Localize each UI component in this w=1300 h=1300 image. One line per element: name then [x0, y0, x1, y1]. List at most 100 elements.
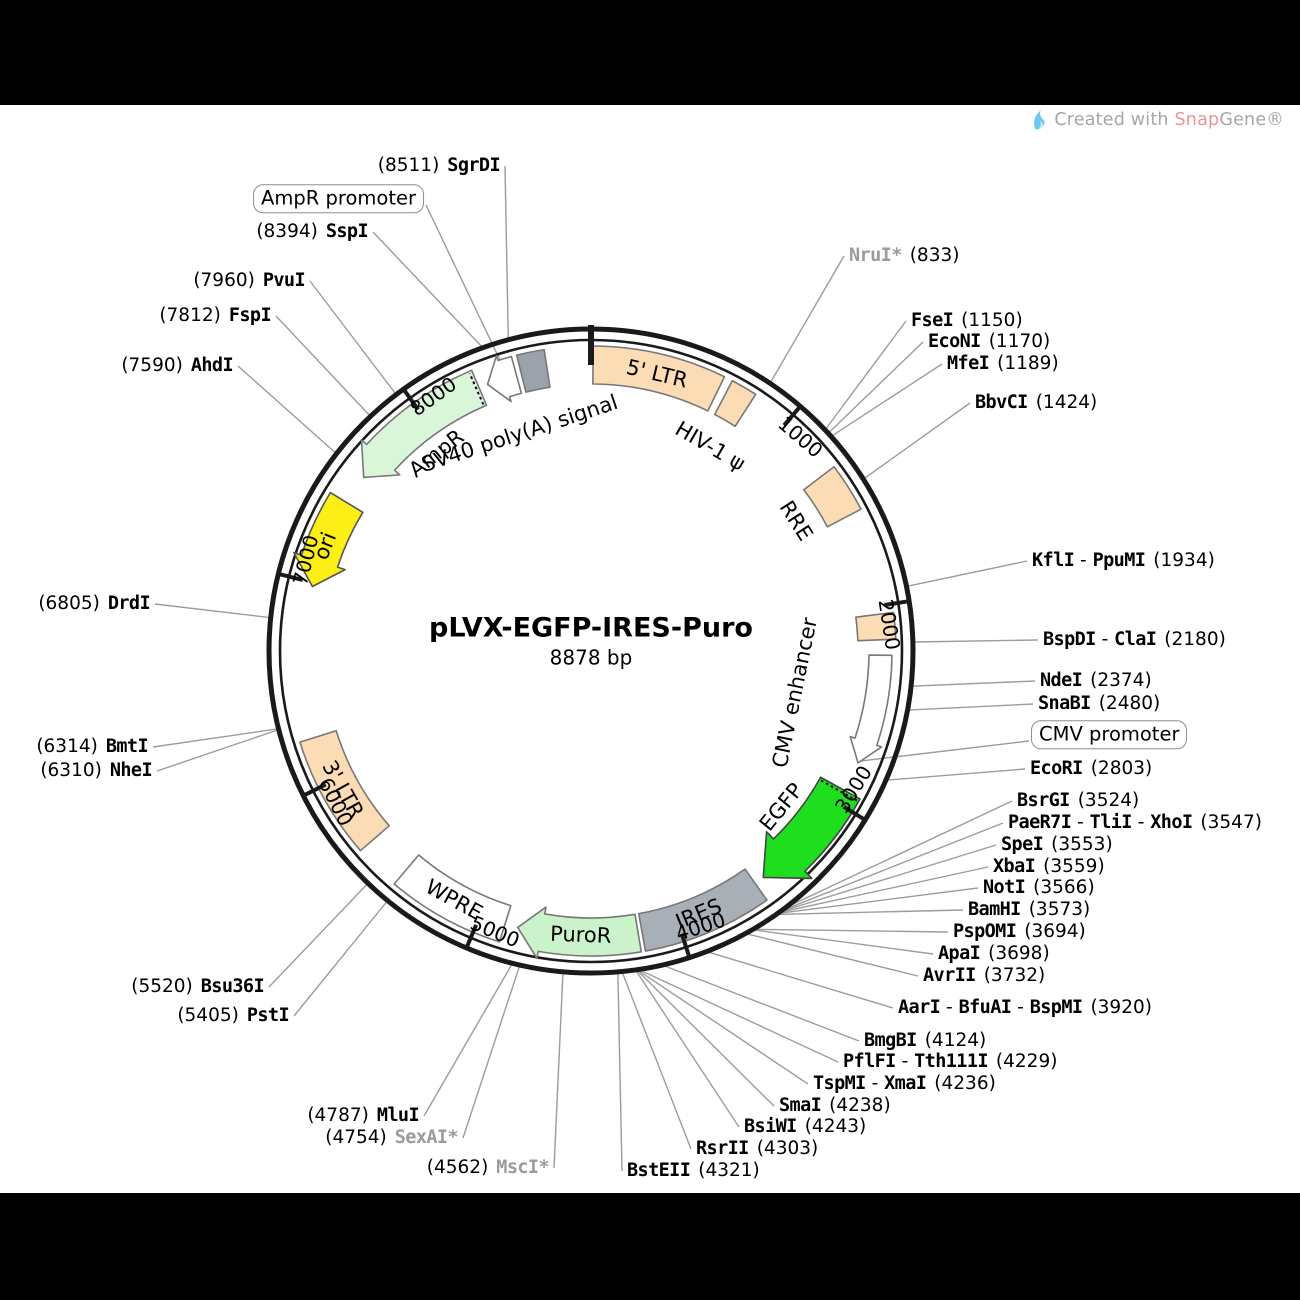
callout-line — [745, 932, 919, 977]
callout-line — [237, 365, 337, 455]
feature-hiv-1 — [713, 379, 757, 428]
enzyme-name: SexAI* — [394, 1126, 459, 1148]
enzyme-position: (2374) — [1090, 669, 1152, 691]
callout-line — [784, 800, 1013, 909]
enzyme-name-separator: - — [940, 996, 959, 1018]
enzyme-name: SgrDI — [447, 154, 500, 176]
feature-unnamed — [855, 611, 897, 642]
enzyme-name: BspMI — [1029, 996, 1083, 1018]
callout-line — [911, 680, 1036, 687]
enzyme-position: (2480) — [1098, 692, 1161, 714]
enzyme-position: (8394) — [256, 220, 318, 242]
enzyme-name: BsrGI — [1017, 789, 1070, 811]
feature-3-ltr — [299, 729, 390, 852]
callout-lines-layer — [152, 165, 1039, 1172]
plasmid-title: pLVX-EGFP-IRES-Puro — [429, 612, 753, 644]
site-label-smai: SmaI (4238) — [779, 1096, 891, 1116]
site-label-apai: ApaI (3698) — [938, 942, 1050, 964]
enzyme-name: Tth111I — [914, 1050, 988, 1072]
enzyme-position: (3573) — [1028, 898, 1091, 920]
callout-line — [504, 165, 510, 340]
callout-line — [154, 603, 271, 619]
callout-line — [706, 950, 894, 1009]
site-label-aari-bfuai-bspmi: AarI - BfuAI - BspMI (3920) — [898, 996, 1152, 1018]
enzyme-name: PpuMI — [1092, 549, 1146, 571]
tick-mark-6000 — [302, 782, 327, 798]
feature-unnamed — [515, 348, 551, 393]
callout-line — [621, 971, 692, 1150]
enzyme-position: (4229) — [995, 1050, 1058, 1072]
site-label-drdi: (6805) DrdI — [38, 594, 150, 614]
enzyme-name-separator: - — [1071, 811, 1090, 833]
site-label-tspmi-xmai: TspMI - XmaI (4236) — [813, 1072, 996, 1094]
callout-line — [752, 929, 934, 955]
tick-mark-1000 — [782, 405, 802, 427]
enzyme-position: (4754) — [325, 1126, 387, 1148]
site-label-sgrdi: (8511) SgrDI — [377, 154, 501, 176]
site-label-xbai: XbaI (3559) — [993, 855, 1105, 877]
enzyme-position: (4562) — [426, 1156, 489, 1178]
site-label-pspomi: PspOMI (3694) — [953, 922, 1086, 942]
enzyme-position: (3553) — [1051, 833, 1113, 855]
callout-line — [776, 909, 964, 916]
enzyme-position: (3920) — [1090, 996, 1152, 1018]
enzyme-position: (4124) — [924, 1029, 987, 1051]
site-label-snabi: SnaBI (2480) — [1038, 692, 1161, 714]
tick-mark-2000 — [884, 599, 910, 608]
callout-line — [152, 728, 279, 748]
enzyme-name-separator: - — [895, 1050, 915, 1072]
site-label-noti: NotI (3566) — [983, 878, 1095, 898]
site-label-bmgbi: BmgBI (4124) — [864, 1029, 987, 1051]
enzyme-name-separator: - — [1011, 996, 1030, 1018]
enzyme-position: (1170) — [988, 330, 1051, 352]
site-label-mlui: (4787) MluI — [307, 1106, 419, 1126]
enzyme-name: NdeI — [1040, 669, 1083, 691]
callout-line — [824, 320, 907, 431]
enzyme-name: AvrII — [923, 964, 976, 986]
enzyme-name: AarI — [898, 996, 941, 1018]
tick-mark-4000 — [679, 933, 692, 959]
enzyme-name: BspDI — [1043, 628, 1096, 650]
enzyme-position: (6314) — [36, 735, 98, 757]
callout-line — [862, 402, 971, 480]
feature-rre — [802, 465, 862, 528]
enzyme-position: (6310) — [40, 759, 102, 781]
enzyme-position: (3732) — [983, 964, 1046, 986]
enzyme-name: XbaI — [993, 855, 1036, 877]
feature-5-ltr — [592, 345, 726, 412]
enzyme-name: ApaI — [938, 942, 981, 964]
enzyme-position: (5405) — [177, 1004, 239, 1026]
enzyme-name-separator: - — [1095, 628, 1115, 650]
enzyme-position: (3547) — [1200, 811, 1262, 833]
enzyme-position: (4236) — [934, 1072, 996, 1094]
enzyme-name: NruI* — [849, 244, 902, 266]
enzyme-position: (8511) — [377, 154, 440, 176]
tick-mark-5000 — [464, 924, 478, 949]
enzyme-name: FseI — [911, 309, 954, 331]
tick-mark-8000 — [401, 388, 420, 411]
site-label-fspi: (7812) FspI — [159, 304, 271, 326]
enzyme-name: PvuI — [262, 269, 306, 291]
site-label-sexai: (4754) SexAI* — [325, 1126, 459, 1148]
site-label-ahdi: (7590) AhdI — [121, 356, 233, 376]
callout-line — [906, 560, 1028, 588]
feature-label-rre: RRE — [775, 496, 818, 545]
site-label-fsei: FseI (1150) — [911, 309, 1023, 331]
ampr-promoter-callout: AmpR promoter — [253, 184, 424, 214]
callout-line — [661, 964, 860, 1042]
enzyme-name: SpeI — [1001, 833, 1044, 855]
enzyme-name: BmtI — [105, 735, 149, 757]
callout-line — [777, 887, 979, 915]
callout-line — [636, 969, 809, 1085]
enzyme-name: KflI — [1032, 549, 1075, 571]
site-label-paer7i-tlii-xhoi: PaeR7I - TliI - XhoI (3547) — [1008, 811, 1262, 833]
callout-line — [425, 204, 508, 374]
callout-line — [553, 971, 564, 1169]
features-layer — [293, 345, 897, 960]
enzyme-position: (7960) — [193, 269, 255, 291]
site-label-bsiwi: BsiWI (4243) — [744, 1117, 866, 1137]
enzyme-name: PflFI — [843, 1050, 896, 1072]
callout-line — [156, 728, 279, 772]
site-label-bsteii: BstEII (4321) — [627, 1161, 760, 1181]
enzyme-position: (7812) — [159, 304, 221, 326]
